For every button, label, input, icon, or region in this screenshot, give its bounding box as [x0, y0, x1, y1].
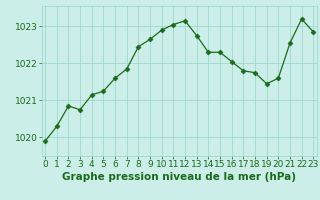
X-axis label: Graphe pression niveau de la mer (hPa): Graphe pression niveau de la mer (hPa): [62, 172, 296, 182]
